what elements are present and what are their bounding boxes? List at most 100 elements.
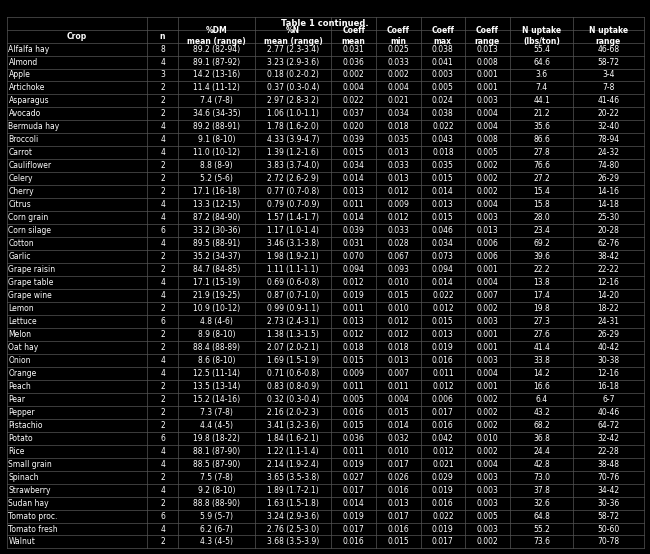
Text: 0.033: 0.033 <box>387 226 410 235</box>
Text: 5.2 (5-6): 5.2 (5-6) <box>200 175 233 183</box>
Text: 78-94: 78-94 <box>597 135 619 145</box>
Text: 4: 4 <box>160 369 165 378</box>
Text: 46-68: 46-68 <box>597 44 619 54</box>
Text: 4.8 (4-6): 4.8 (4-6) <box>200 317 233 326</box>
Text: Pear: Pear <box>8 395 25 404</box>
Text: 0.004: 0.004 <box>343 84 365 93</box>
Text: Pepper: Pepper <box>8 408 35 417</box>
Text: Strawberry: Strawberry <box>8 486 51 495</box>
Text: 2.16 (2.0-2.3): 2.16 (2.0-2.3) <box>267 408 319 417</box>
Text: 34-42: 34-42 <box>597 486 619 495</box>
Text: 88.8 (88-90): 88.8 (88-90) <box>193 499 240 507</box>
Text: 1.63 (1.5-1.8): 1.63 (1.5-1.8) <box>267 499 319 507</box>
Text: 0.003: 0.003 <box>476 213 499 222</box>
Text: 0.002: 0.002 <box>476 187 499 196</box>
Text: Bermuda hay: Bermuda hay <box>8 122 60 131</box>
Text: 84.7 (84-85): 84.7 (84-85) <box>193 265 240 274</box>
Text: 38-42: 38-42 <box>597 252 619 261</box>
Text: 0.014: 0.014 <box>343 499 365 507</box>
Text: 2: 2 <box>160 161 165 170</box>
Text: N uptake
range: N uptake range <box>589 27 628 46</box>
Text: 55.4: 55.4 <box>533 44 550 54</box>
Text: 2.97 (2.8-3.2): 2.97 (2.8-3.2) <box>267 96 319 105</box>
Text: Coeff
max: Coeff max <box>432 27 454 46</box>
Text: 0.016: 0.016 <box>343 408 365 417</box>
Text: 2: 2 <box>160 382 165 391</box>
Text: 0.015: 0.015 <box>343 420 365 430</box>
Text: 0.021: 0.021 <box>387 96 409 105</box>
Text: 88.5 (87-90): 88.5 (87-90) <box>193 460 240 469</box>
Text: 3-4: 3-4 <box>602 70 615 79</box>
Text: 0.017: 0.017 <box>387 460 409 469</box>
Text: 4: 4 <box>160 58 165 66</box>
Text: 0.017: 0.017 <box>343 486 365 495</box>
Text: n: n <box>160 32 165 40</box>
Text: 24.4: 24.4 <box>533 447 550 456</box>
Text: 64-72: 64-72 <box>597 420 619 430</box>
Text: 73.6: 73.6 <box>533 537 550 546</box>
Text: 0.019: 0.019 <box>343 460 365 469</box>
Text: 89.2 (82-94): 89.2 (82-94) <box>193 44 240 54</box>
Text: 12-16: 12-16 <box>597 369 619 378</box>
Text: 0.87 (0.7-1.0): 0.87 (0.7-1.0) <box>267 291 319 300</box>
Text: 26-29: 26-29 <box>597 330 619 339</box>
Text: Walnut: Walnut <box>8 537 35 546</box>
Text: 0.015: 0.015 <box>387 291 409 300</box>
Text: 15.2 (14-16): 15.2 (14-16) <box>193 395 240 404</box>
Text: 34.6 (34-35): 34.6 (34-35) <box>193 109 240 119</box>
Text: 0.039: 0.039 <box>343 135 365 145</box>
Text: 3.65 (3.5-3.8): 3.65 (3.5-3.8) <box>267 473 319 481</box>
Text: 0.001: 0.001 <box>476 84 499 93</box>
Text: 43.2: 43.2 <box>533 408 550 417</box>
Text: 19.8 (18-22): 19.8 (18-22) <box>193 434 240 443</box>
Text: 70-76: 70-76 <box>597 473 619 481</box>
Text: %DM
mean (range): %DM mean (range) <box>187 27 246 46</box>
Text: 0.001: 0.001 <box>476 265 499 274</box>
Text: 3.41 (3.2-3.6): 3.41 (3.2-3.6) <box>267 420 319 430</box>
Text: 27.6: 27.6 <box>533 330 550 339</box>
Text: 8.6 (8-10): 8.6 (8-10) <box>198 356 235 365</box>
Text: 0.013: 0.013 <box>387 499 409 507</box>
Text: 0.021: 0.021 <box>432 460 454 469</box>
Text: 0.004: 0.004 <box>387 84 410 93</box>
Text: 0.001: 0.001 <box>476 382 499 391</box>
Text: 0.001: 0.001 <box>476 330 499 339</box>
Text: 0.012: 0.012 <box>432 382 454 391</box>
Text: 0.033: 0.033 <box>387 161 410 170</box>
Text: 4: 4 <box>160 356 165 365</box>
Text: Potato: Potato <box>8 434 33 443</box>
Text: 0.011: 0.011 <box>343 382 365 391</box>
Text: 0.002: 0.002 <box>476 304 499 313</box>
Text: 1.98 (1.9-2.1): 1.98 (1.9-2.1) <box>267 252 319 261</box>
Text: Cauliflower: Cauliflower <box>8 161 51 170</box>
Text: 0.012: 0.012 <box>387 187 409 196</box>
Text: 0.012: 0.012 <box>387 317 409 326</box>
Text: 17.1 (16-18): 17.1 (16-18) <box>193 187 240 196</box>
Text: 3.6: 3.6 <box>536 70 548 79</box>
Text: 2: 2 <box>160 408 165 417</box>
Text: 1.38 (1.3-1.5): 1.38 (1.3-1.5) <box>267 330 319 339</box>
Text: 18-22: 18-22 <box>597 304 619 313</box>
Text: 0.012: 0.012 <box>343 278 365 287</box>
Text: 2.72 (2.6-2.9): 2.72 (2.6-2.9) <box>267 175 319 183</box>
Text: 2.07 (2.0-2.1): 2.07 (2.0-2.1) <box>267 343 319 352</box>
Text: 15.8: 15.8 <box>533 200 550 209</box>
Text: 8.8 (8-9): 8.8 (8-9) <box>200 161 233 170</box>
Text: 6: 6 <box>160 511 165 521</box>
Text: Grape raisin: Grape raisin <box>8 265 56 274</box>
Text: 0.022: 0.022 <box>432 291 454 300</box>
Text: 6: 6 <box>160 434 165 443</box>
Text: 0.018: 0.018 <box>387 122 409 131</box>
Text: Coeff
range: Coeff range <box>474 27 500 46</box>
Text: 13.8: 13.8 <box>533 278 550 287</box>
Text: 0.019: 0.019 <box>432 525 454 534</box>
Text: Carrot: Carrot <box>8 148 32 157</box>
Text: 0.003: 0.003 <box>476 356 499 365</box>
Text: 40-42: 40-42 <box>597 343 619 352</box>
Text: 0.039: 0.039 <box>343 226 365 235</box>
Text: Avocado: Avocado <box>8 109 41 119</box>
Text: 2: 2 <box>160 304 165 313</box>
Text: 0.011: 0.011 <box>343 304 365 313</box>
Text: 2: 2 <box>160 537 165 546</box>
Text: 19.8: 19.8 <box>533 304 550 313</box>
